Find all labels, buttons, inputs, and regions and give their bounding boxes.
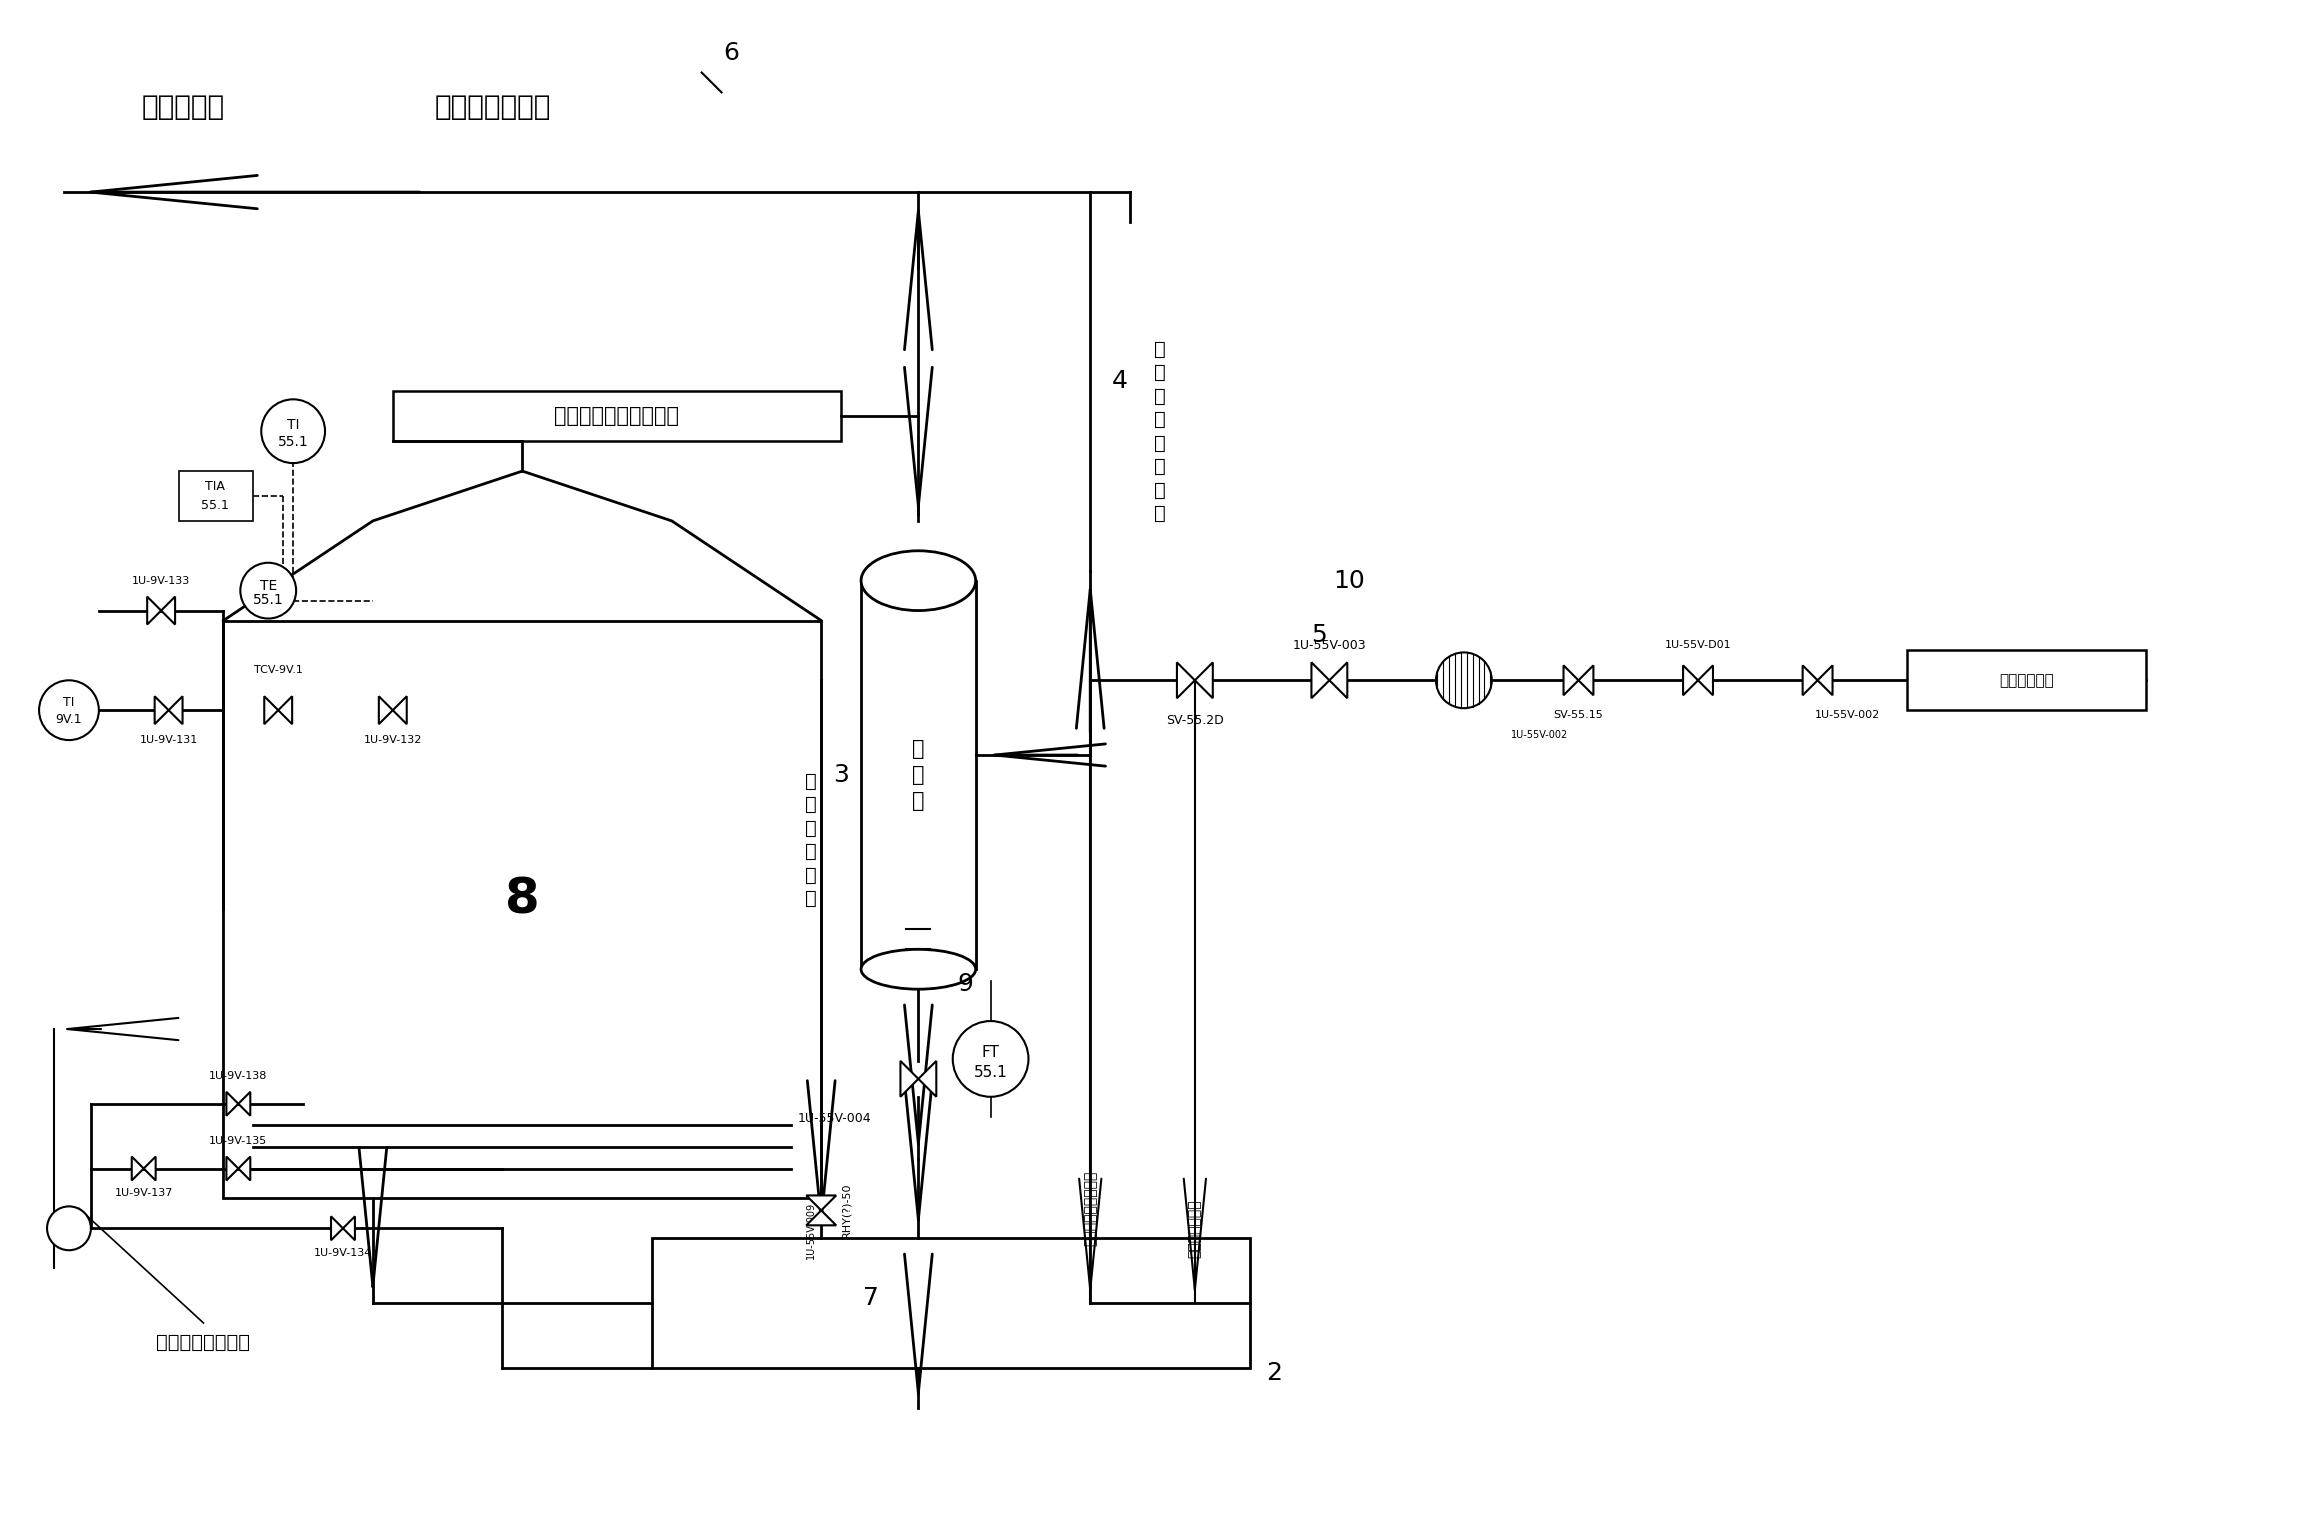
Circle shape: [46, 1206, 90, 1250]
Text: 卸油过滤器排污: 卸油过滤器排污: [1188, 1200, 1201, 1258]
Text: 55.1: 55.1: [278, 436, 308, 450]
Text: SV-55.15: SV-55.15: [1553, 710, 1604, 721]
Polygon shape: [144, 1157, 155, 1181]
Polygon shape: [331, 1216, 343, 1241]
Text: TIA: TIA: [206, 479, 225, 493]
Polygon shape: [264, 696, 278, 724]
Text: 3: 3: [833, 763, 850, 786]
Text: 4: 4: [1111, 369, 1127, 393]
Text: 55.1: 55.1: [201, 499, 229, 513]
Ellipse shape: [861, 551, 975, 610]
Polygon shape: [1176, 662, 1195, 698]
Polygon shape: [1817, 666, 1833, 695]
Polygon shape: [1310, 662, 1329, 698]
Text: 1U-9V-131: 1U-9V-131: [139, 734, 197, 745]
Polygon shape: [169, 696, 183, 724]
Circle shape: [262, 399, 324, 464]
Bar: [1908, 650, 2146, 710]
Bar: [225, 621, 822, 1198]
Polygon shape: [238, 1157, 250, 1181]
Polygon shape: [380, 696, 394, 724]
Polygon shape: [1195, 662, 1213, 698]
Text: 分
离
出
的
液
体: 分 离 出 的 液 体: [806, 771, 817, 907]
Text: 8: 8: [505, 875, 539, 924]
Text: 1U-9V-135: 1U-9V-135: [208, 1135, 269, 1146]
Bar: [178, 471, 252, 520]
Text: 1U-9V-134: 1U-9V-134: [315, 1248, 373, 1258]
Text: 1U-9V-132: 1U-9V-132: [363, 734, 421, 745]
Circle shape: [1435, 652, 1491, 708]
Polygon shape: [1579, 666, 1593, 695]
Text: 7: 7: [863, 1287, 880, 1310]
Polygon shape: [155, 696, 169, 724]
Text: 1U-9V-137: 1U-9V-137: [113, 1189, 174, 1198]
Text: 清洁干燥的蒸汽: 清洁干燥的蒸汽: [435, 93, 551, 121]
Polygon shape: [919, 1060, 935, 1097]
Polygon shape: [1683, 666, 1697, 695]
Text: 来自输送过滤器排污: 来自输送过滤器排污: [1083, 1170, 1097, 1245]
Text: 55.1: 55.1: [252, 594, 285, 607]
Text: 至机组风机: 至机组风机: [141, 93, 225, 121]
Bar: [394, 392, 840, 441]
Text: 1U-55V-D01: 1U-55V-D01: [1664, 641, 1732, 650]
Text: 55.1: 55.1: [975, 1065, 1007, 1080]
Ellipse shape: [861, 949, 975, 990]
Bar: [861, 581, 975, 970]
Bar: [653, 1238, 1250, 1368]
Text: 9: 9: [958, 972, 975, 996]
Text: 1U-55V-009: 1U-55V-009: [806, 1201, 817, 1259]
Polygon shape: [132, 1157, 144, 1181]
Text: 6: 6: [725, 41, 738, 64]
Polygon shape: [394, 696, 407, 724]
Text: 2: 2: [1266, 1360, 1283, 1385]
Polygon shape: [227, 1157, 238, 1181]
Polygon shape: [148, 597, 162, 624]
Polygon shape: [806, 1210, 836, 1226]
Text: 10: 10: [1333, 569, 1366, 592]
Text: SV-55.2D: SV-55.2D: [1167, 713, 1225, 727]
Polygon shape: [278, 696, 292, 724]
Text: TCV-9V.1: TCV-9V.1: [255, 666, 303, 675]
Text: 9V.1: 9V.1: [56, 713, 83, 725]
Polygon shape: [227, 1092, 238, 1115]
Polygon shape: [343, 1216, 354, 1241]
Text: TI: TI: [287, 419, 299, 433]
Text: TI: TI: [63, 696, 74, 708]
Text: 分
离
器: 分 离 器: [912, 739, 924, 811]
Text: 废乳化液罐车: 废乳化液罐车: [2000, 673, 2053, 689]
Polygon shape: [162, 597, 176, 624]
Text: 排
污
池
内
闪
蒸
蒸
汽: 排 污 池 内 闪 蒸 蒸 汽: [1155, 340, 1167, 523]
Text: 5: 5: [1313, 623, 1326, 647]
Text: 1U-55V-002: 1U-55V-002: [1815, 710, 1880, 721]
Text: 1U-55V-004: 1U-55V-004: [796, 1112, 870, 1125]
Polygon shape: [1803, 666, 1817, 695]
Polygon shape: [806, 1195, 836, 1210]
Text: 1U-55V-003: 1U-55V-003: [1292, 640, 1366, 652]
Polygon shape: [1563, 666, 1579, 695]
Polygon shape: [901, 1060, 919, 1097]
Text: 废乳化液罐内闪蒸蒸汽: 废乳化液罐内闪蒸蒸汽: [556, 407, 681, 427]
Text: 厂房内疏水汇总管: 厂房内疏水汇总管: [157, 1333, 250, 1353]
Circle shape: [241, 563, 296, 618]
Text: 1U-55V-002: 1U-55V-002: [1512, 730, 1570, 741]
Text: TE: TE: [259, 578, 278, 592]
Circle shape: [39, 681, 100, 741]
Text: 1U-9V-133: 1U-9V-133: [132, 575, 190, 586]
Polygon shape: [238, 1092, 250, 1115]
Polygon shape: [1697, 666, 1713, 695]
Text: RHY(?)-50: RHY(?)-50: [840, 1183, 852, 1238]
Text: 1U-9V-138: 1U-9V-138: [208, 1071, 269, 1080]
Circle shape: [954, 1021, 1028, 1097]
Polygon shape: [1329, 662, 1347, 698]
Text: FT: FT: [982, 1045, 1000, 1060]
